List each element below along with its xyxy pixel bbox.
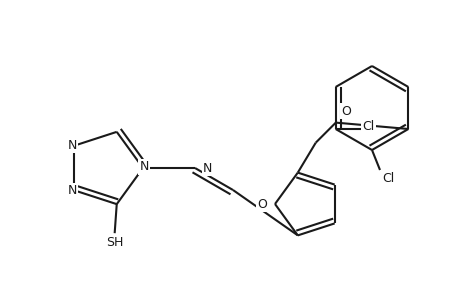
Text: O: O [257, 197, 266, 211]
Text: N: N [67, 184, 77, 197]
Text: O: O [340, 105, 350, 118]
Text: N: N [67, 139, 77, 152]
Text: N: N [202, 161, 212, 175]
Text: SH: SH [106, 236, 123, 249]
Text: Cl: Cl [381, 172, 393, 184]
Text: N: N [139, 160, 148, 173]
Text: Cl: Cl [362, 121, 374, 134]
